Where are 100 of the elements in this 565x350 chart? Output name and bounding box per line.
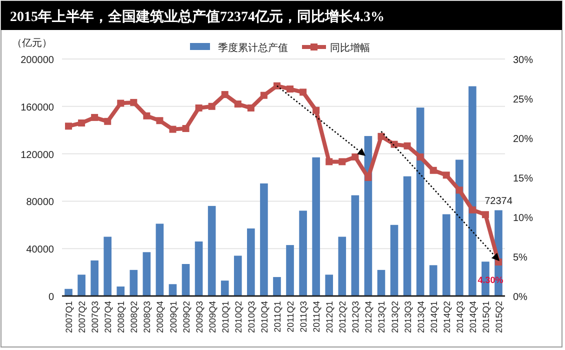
bar	[182, 264, 190, 296]
bar	[90, 260, 98, 296]
bar	[455, 160, 464, 296]
point	[130, 98, 138, 106]
bar	[116, 286, 125, 296]
x-tick-label: 2015Q2	[494, 301, 504, 334]
point	[430, 166, 437, 174]
point	[91, 114, 98, 121]
x-tick-label: 2011Q3	[298, 301, 309, 332]
bar	[364, 136, 372, 296]
point	[195, 104, 202, 112]
y-tick-label: 0	[48, 292, 54, 303]
y2-tick-label: 10%	[513, 213, 534, 224]
annotation: 72374	[484, 196, 513, 208]
bar	[234, 256, 242, 296]
bar	[64, 288, 72, 296]
point	[352, 153, 359, 160]
legend-label: 同比增幅	[330, 42, 370, 54]
x-tick-label: 2009Q4	[207, 301, 218, 334]
bar	[442, 214, 450, 296]
point	[326, 158, 333, 166]
x-tick-label: 2007Q2	[77, 301, 88, 334]
y-tick-label: 40000	[26, 244, 54, 256]
bar	[299, 210, 307, 296]
x-tick-label: 2011Q4	[312, 301, 322, 332]
point	[221, 91, 228, 98]
point	[404, 142, 411, 150]
point	[416, 153, 424, 160]
point	[468, 206, 476, 214]
bar	[429, 265, 438, 296]
x-tick-label: 2010Q1	[220, 301, 230, 334]
y-tick-label: 160000	[20, 102, 54, 114]
bar	[220, 280, 229, 296]
y-tick-label: 80000	[26, 197, 54, 208]
bar	[247, 228, 255, 296]
point	[286, 86, 294, 93]
bar	[416, 108, 424, 296]
bar	[390, 224, 398, 296]
point	[300, 88, 307, 96]
y2-tick-label: 0%	[513, 292, 528, 303]
bar	[208, 206, 216, 296]
x-tick-label: 2012Q3	[350, 301, 361, 334]
x-tick-label: 2012Q4	[364, 301, 374, 334]
x-tick-label: 2009Q1	[168, 301, 178, 334]
point	[104, 118, 112, 125]
bar	[403, 176, 412, 296]
bar	[260, 183, 268, 296]
point	[143, 112, 150, 120]
x-tick-label: 2014Q2	[442, 301, 452, 334]
x-tick-label: 2010Q2	[233, 301, 244, 334]
x-tick-label: 2011Q2	[286, 301, 296, 332]
y2-tick-label: 15%	[513, 174, 534, 184]
bar	[325, 274, 334, 296]
point	[182, 125, 190, 132]
chart-title: 2015年上半年，全国建筑业总产值72374亿元，同比增长4.3%	[10, 8, 384, 25]
point	[273, 82, 280, 90]
bar	[312, 157, 320, 296]
x-tick-label: 2013Q2	[390, 301, 400, 334]
point	[65, 122, 72, 130]
bar	[286, 245, 294, 296]
bar	[194, 241, 203, 296]
y2-tick-label: 30%	[513, 55, 534, 66]
point	[312, 106, 320, 114]
point	[234, 100, 242, 108]
y-axis-title: （亿元）	[12, 38, 52, 49]
point	[247, 104, 254, 112]
y2-tick-label: 20%	[513, 134, 534, 145]
point	[208, 102, 216, 110]
x-tick-label: 2013Q3	[402, 301, 413, 334]
x-tick-label: 2008Q2	[129, 301, 140, 334]
x-tick-label: 2014Q4	[468, 301, 478, 334]
x-tick-label: 2008Q1	[116, 301, 126, 334]
point	[442, 172, 450, 179]
bar	[78, 274, 86, 296]
point	[482, 211, 489, 218]
point	[378, 132, 385, 140]
point	[117, 100, 124, 107]
bar	[130, 270, 138, 296]
x-tick-label: 2014Q1	[428, 301, 439, 334]
point	[260, 92, 268, 99]
x-tick-label: 2009Q2	[181, 301, 192, 334]
bar	[377, 270, 386, 296]
x-tick-label: 2013Q4	[416, 301, 426, 334]
x-tick-label: 2007Q1	[64, 301, 74, 334]
x-tick-label: 2011Q1	[272, 301, 282, 332]
bar	[351, 195, 360, 296]
bar	[338, 236, 346, 296]
y-tick-label: 120000	[20, 150, 54, 161]
point	[169, 126, 176, 133]
x-tick-label: 2010Q3	[246, 301, 256, 334]
x-tick-label: 2015Q1	[480, 301, 491, 334]
x-tick-label: 2009Q3	[194, 301, 204, 334]
y2-tick-label: 5%	[513, 252, 528, 264]
bar	[468, 86, 476, 296]
point	[338, 158, 346, 166]
x-tick-label: 2007Q4	[103, 301, 114, 334]
x-tick-label: 2008Q3	[142, 301, 152, 334]
point	[364, 174, 372, 181]
y-tick-label: 200000	[20, 55, 54, 66]
x-tick-label: 2007Q3	[90, 301, 100, 334]
